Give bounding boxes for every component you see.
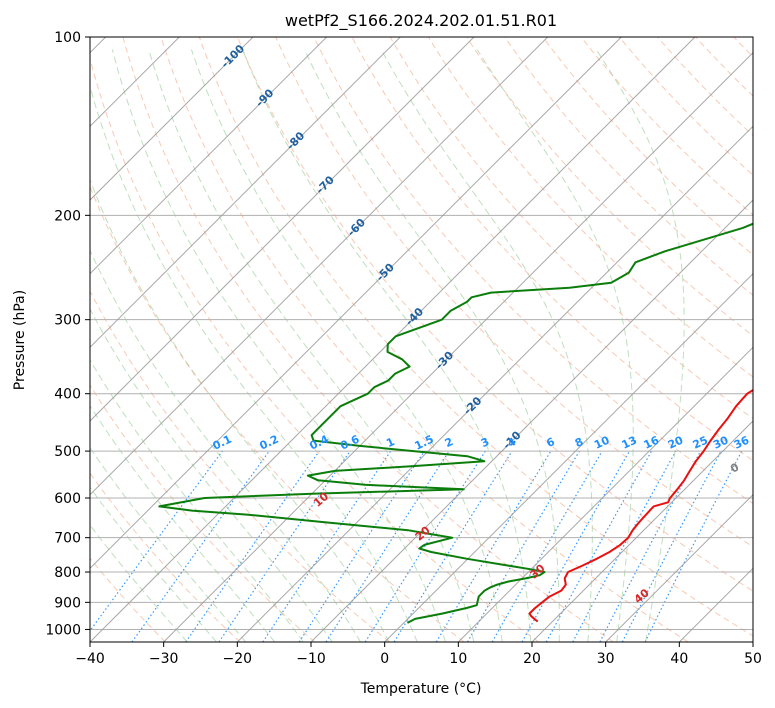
isotherm-line	[90, 37, 401, 349]
dry-adiabat-line	[427, 37, 753, 378]
chart-title: wetPf2_S166.2024.202.01.51.R01	[285, 11, 557, 31]
x-tick-label: 0	[380, 651, 389, 667]
mixing-ratio-label: 16	[642, 433, 662, 451]
dry-adiabat-line	[275, 37, 753, 548]
mixing-ratio-line	[325, 450, 450, 642]
dry-adiabat-line	[389, 37, 753, 420]
plot-frame	[89, 36, 754, 643]
y-tick-label: 900	[54, 595, 81, 611]
x-tick-label: 20	[523, 651, 541, 667]
dry-adiabat-line	[313, 37, 753, 504]
isotherm-line	[310, 199, 753, 642]
mixing-ratio-line	[521, 450, 631, 642]
x-tick-label: −30	[149, 651, 179, 667]
moist-adiabat-line	[304, 49, 560, 642]
temperature-line	[528, 388, 753, 623]
y-tick-label: 300	[54, 313, 81, 329]
axis-ticks: −40 −30 −20 −10 0 10 20 30 40 50 100 200 300 400 500 60…	[45, 30, 762, 667]
x-tick-label: 10	[449, 651, 467, 667]
plot-area	[90, 37, 753, 642]
mixing-ratio-line	[364, 450, 486, 642]
isotherm-line	[605, 493, 753, 642]
moist-adiabat-line	[90, 524, 188, 642]
y-tick-label: 100	[54, 30, 81, 46]
mixing-ratio-label: 30	[711, 433, 731, 451]
y-tick-label: 200	[54, 208, 81, 224]
y-axis-label: Pressure (hPa)	[12, 290, 28, 390]
isotherm-line	[531, 420, 753, 642]
dry-adiabat-line	[160, 37, 689, 642]
x-tick-label: −20	[223, 651, 253, 667]
dry-adiabat-line	[580, 37, 753, 216]
moist-adiabat-line	[90, 249, 362, 642]
x-tick-label: 40	[670, 651, 688, 667]
mixing-ratio-label: 10	[592, 433, 612, 451]
moist-adiabats	[90, 49, 685, 642]
y-tick-label: 400	[54, 387, 81, 403]
moist-adiabat-line	[90, 447, 247, 642]
x-tick-label: −10	[296, 651, 326, 667]
isotherm-line	[384, 272, 753, 642]
y-tick-label: 700	[54, 531, 81, 547]
moist-adiabat-line	[90, 404, 275, 642]
dry-adiabats	[90, 37, 753, 642]
y-tick-label: 500	[54, 444, 81, 460]
mixing-ratio-line	[218, 450, 351, 642]
x-tick-label: −40	[75, 651, 105, 667]
isotherm-line	[457, 346, 753, 642]
dry-adiabat-line	[618, 37, 753, 176]
mixing-ratio-line	[185, 450, 320, 642]
dry-adiabat-line	[90, 290, 390, 642]
dry-adiabat-line	[90, 384, 316, 642]
x-tick-label: 50	[744, 651, 762, 667]
moist-adiabat-line	[476, 49, 634, 642]
isotherm-line	[163, 51, 753, 642]
x-tick-label: 30	[597, 651, 615, 667]
dry-adiabat-line	[122, 37, 614, 642]
dry-adiabat-line	[466, 37, 753, 337]
isotherm-line	[90, 37, 254, 201]
dewpoint-line	[158, 222, 753, 624]
mixing-ratio-label: 25	[691, 434, 710, 452]
y-tick-label: 800	[54, 565, 81, 581]
dry-adiabat-line	[90, 185, 465, 642]
mixing-ratio-line	[131, 450, 270, 642]
mixing-ratio-line	[393, 450, 513, 642]
isotherm-line	[90, 37, 475, 422]
mixing-ratio-line	[491, 450, 603, 642]
dry-adiabat-line	[198, 37, 753, 637]
mixing-ratio-label: 36	[732, 433, 752, 451]
y-tick-label: 1000	[45, 622, 81, 638]
moist-adiabat-line	[90, 178, 390, 642]
moist-adiabat-line	[90, 358, 304, 642]
dry-adiabat-line	[90, 56, 540, 642]
mixing-ratio-line	[466, 450, 580, 642]
moist-adiabat-line	[148, 49, 475, 642]
dry-adiabat-line	[351, 37, 753, 462]
mixing-ratio-label: 13	[620, 434, 639, 452]
mixing-ratio-label: 20	[666, 433, 686, 451]
moist-adiabat-line	[595, 49, 685, 642]
isotherm-line	[90, 37, 328, 275]
dry-adiabat-line	[504, 37, 753, 296]
sounding-traces	[158, 222, 753, 624]
moist-adiabat-line	[380, 49, 593, 642]
dry-adiabat-line	[237, 37, 753, 592]
moist-adiabat-line	[111, 49, 446, 642]
mixing-ratio-line	[572, 450, 677, 642]
moist-adiabat-line	[242, 49, 532, 642]
isotherm-line	[236, 125, 753, 642]
y-tick-label: 600	[54, 491, 81, 507]
moist-adiabat-line	[90, 84, 418, 642]
x-axis-label: Temperature (°C)	[360, 681, 482, 697]
isotherm-line	[90, 37, 549, 496]
isotherm-line	[90, 37, 622, 570]
mixing-ratio-line	[90, 450, 223, 632]
